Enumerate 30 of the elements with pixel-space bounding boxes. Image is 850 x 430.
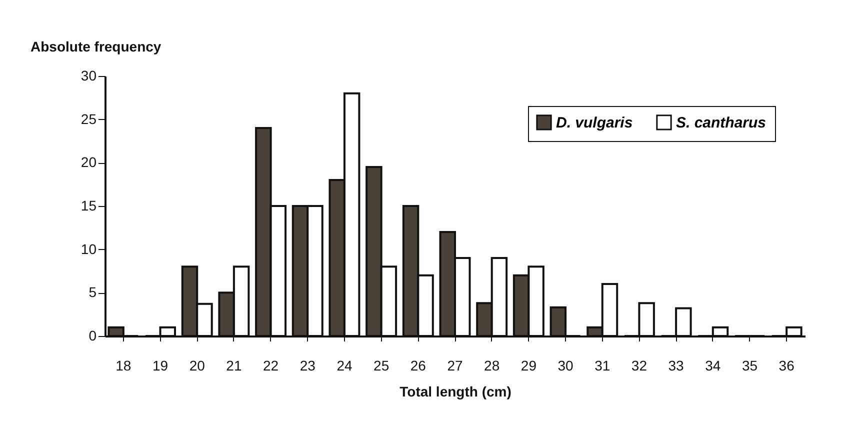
x-tick-label: 21 <box>226 358 242 374</box>
y-axis-title: Absolute frequency <box>30 38 162 54</box>
x-tick-label: 20 <box>189 358 206 374</box>
x-tick-label: 27 <box>447 358 463 374</box>
x-tick-label: 36 <box>778 358 795 374</box>
x-tick-label: 29 <box>520 358 537 374</box>
x-tick-label: 31 <box>594 358 610 374</box>
x-tick-label: 26 <box>410 358 426 374</box>
x-axis-title: Total length (cm) <box>400 384 512 400</box>
y-tick-label: 0 <box>88 328 97 344</box>
x-tick-label: 28 <box>484 358 500 374</box>
y-tick-label: 15 <box>80 198 97 214</box>
y-tick-label: 30 <box>80 68 97 84</box>
x-tick-label: 19 <box>152 358 168 374</box>
x-tick-label: 18 <box>116 358 132 374</box>
y-tick-label: 20 <box>80 154 97 170</box>
x-tick-label: 33 <box>668 358 684 374</box>
x-tick-label: 22 <box>263 358 279 374</box>
x-tick-label: 34 <box>705 358 721 374</box>
x-tick-label: 23 <box>300 358 316 374</box>
y-tick-label: 5 <box>88 284 97 300</box>
x-tick-label: 35 <box>742 358 758 374</box>
legend-label: D. vulgaris <box>556 114 633 132</box>
legend-label: S. cantharus <box>676 114 766 132</box>
y-tick-label: 25 <box>80 110 97 127</box>
x-tick-label: 24 <box>336 358 352 374</box>
y-tick-label: 10 <box>80 240 97 257</box>
x-tick-label: 32 <box>631 358 648 374</box>
x-tick-label: 30 <box>558 358 574 374</box>
x-tick-label: 25 <box>374 358 390 374</box>
